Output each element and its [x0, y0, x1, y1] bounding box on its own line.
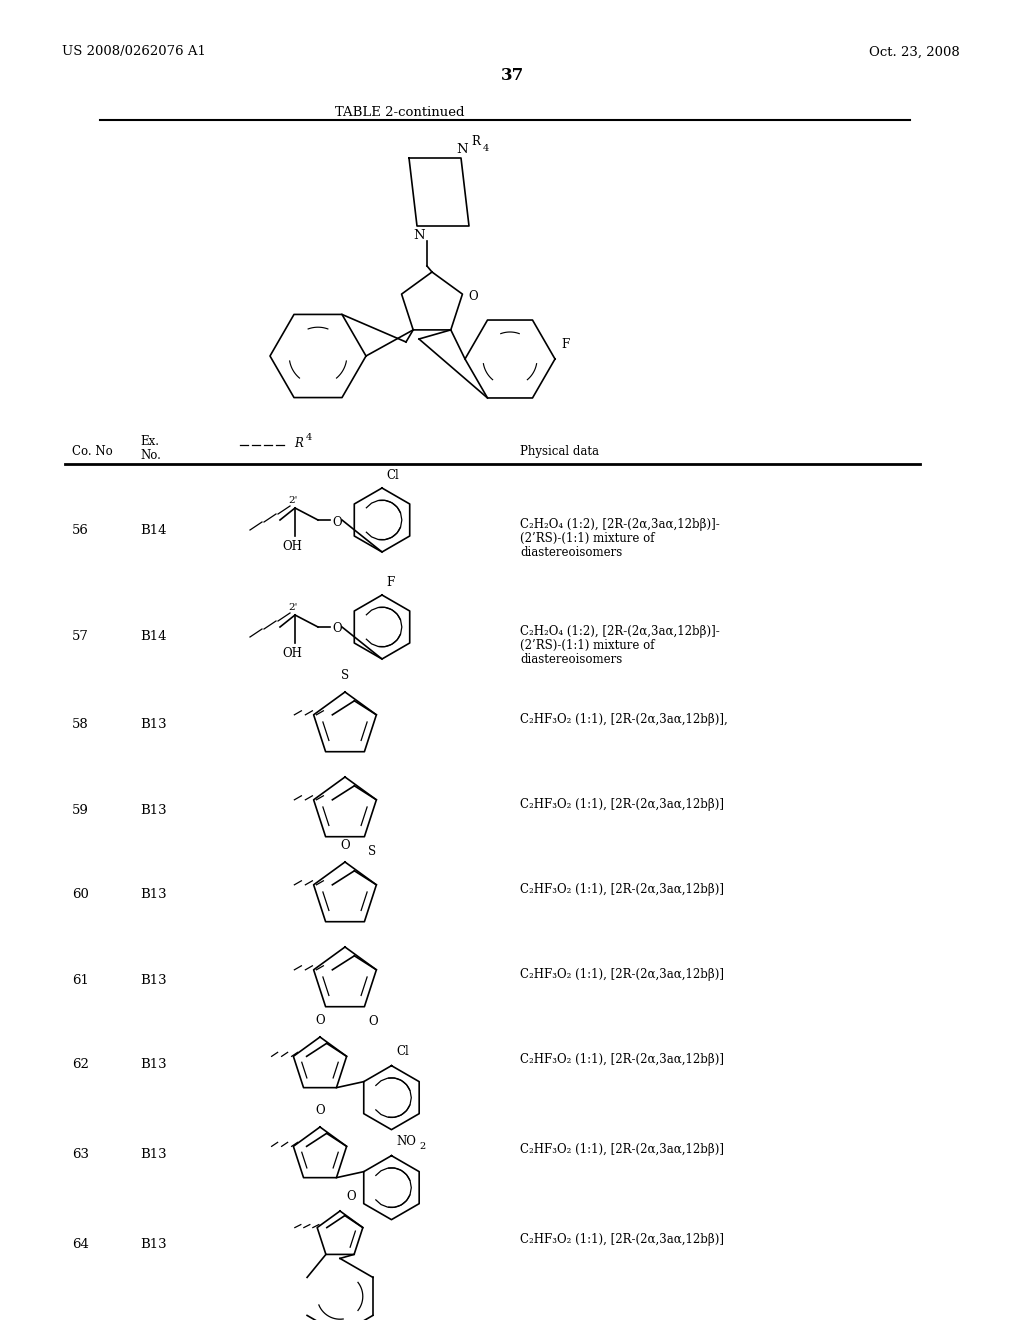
Text: OH: OH [282, 647, 302, 660]
Text: OH: OH [282, 540, 302, 553]
Text: 61: 61 [72, 974, 89, 986]
Text: B13: B13 [140, 1238, 167, 1251]
Text: N: N [414, 228, 425, 242]
Text: C₂HF₃O₂ (1:1), [2R-(2α,3aα,12bβ)]: C₂HF₃O₂ (1:1), [2R-(2α,3aα,12bβ)] [520, 968, 724, 981]
Text: 59: 59 [72, 804, 89, 817]
Text: 58: 58 [72, 718, 89, 731]
Text: B13: B13 [140, 804, 167, 817]
Text: (2’RS)-(1:1) mixture of: (2’RS)-(1:1) mixture of [520, 532, 654, 545]
Text: 60: 60 [72, 888, 89, 902]
Text: R: R [294, 437, 303, 450]
Text: US 2008/0262076 A1: US 2008/0262076 A1 [62, 45, 206, 58]
Text: C₂HF₃O₂ (1:1), [2R-(2α,3aα,12bβ)]: C₂HF₃O₂ (1:1), [2R-(2α,3aα,12bβ)] [520, 883, 724, 896]
Text: 64: 64 [72, 1238, 89, 1251]
Text: B13: B13 [140, 974, 167, 986]
Text: (2’RS)-(1:1) mixture of: (2’RS)-(1:1) mixture of [520, 639, 654, 652]
Text: 4: 4 [483, 144, 489, 153]
Text: diastereoisomers: diastereoisomers [520, 653, 623, 667]
Text: O: O [468, 289, 477, 302]
Text: O: O [315, 1014, 325, 1027]
Text: Oct. 23, 2008: Oct. 23, 2008 [869, 45, 961, 58]
Text: 4: 4 [306, 433, 312, 442]
Text: O: O [369, 1015, 378, 1028]
Text: B14: B14 [140, 631, 167, 644]
Text: R: R [471, 135, 480, 148]
Text: O: O [332, 516, 342, 528]
Text: C₂HF₃O₂ (1:1), [2R-(2α,3aα,12bβ)],: C₂HF₃O₂ (1:1), [2R-(2α,3aα,12bβ)], [520, 713, 728, 726]
Text: 2: 2 [420, 1142, 426, 1151]
Text: F: F [561, 338, 569, 351]
Text: C₂HF₃O₂ (1:1), [2R-(2α,3aα,12bβ)]: C₂HF₃O₂ (1:1), [2R-(2α,3aα,12bβ)] [520, 1143, 724, 1156]
Text: Cl: Cl [386, 469, 398, 482]
Text: F: F [386, 576, 394, 589]
Text: Ex.: Ex. [140, 436, 159, 447]
Text: 56: 56 [72, 524, 89, 536]
Text: C₂H₂O₄ (1:2), [2R-(2α,3aα,12bβ)]-: C₂H₂O₄ (1:2), [2R-(2α,3aα,12bβ)]- [520, 517, 720, 531]
Text: B13: B13 [140, 1059, 167, 1072]
Text: 62: 62 [72, 1059, 89, 1072]
Text: B14: B14 [140, 524, 167, 536]
Text: O: O [340, 840, 350, 851]
Text: Cl: Cl [396, 1044, 410, 1057]
Text: N: N [456, 143, 468, 156]
Text: B13: B13 [140, 888, 167, 902]
Text: O: O [332, 623, 342, 635]
Text: 57: 57 [72, 631, 89, 644]
Text: 63: 63 [72, 1148, 89, 1162]
Text: S: S [341, 669, 349, 682]
Text: 37: 37 [501, 66, 523, 83]
Text: C₂HF₃O₂ (1:1), [2R-(2α,3aα,12bβ)]: C₂HF₃O₂ (1:1), [2R-(2α,3aα,12bβ)] [520, 1233, 724, 1246]
Text: C₂HF₃O₂ (1:1), [2R-(2α,3aα,12bβ)]: C₂HF₃O₂ (1:1), [2R-(2α,3aα,12bβ)] [520, 1053, 724, 1067]
Text: C₂HF₃O₂ (1:1), [2R-(2α,3aα,12bβ)]: C₂HF₃O₂ (1:1), [2R-(2α,3aα,12bβ)] [520, 799, 724, 810]
Text: Co. No: Co. No [72, 445, 113, 458]
Text: TABLE 2-continued: TABLE 2-continued [335, 106, 465, 119]
Text: B13: B13 [140, 1148, 167, 1162]
Text: C₂H₂O₄ (1:2), [2R-(2α,3aα,12bβ)]-: C₂H₂O₄ (1:2), [2R-(2α,3aα,12bβ)]- [520, 624, 720, 638]
Text: O: O [346, 1191, 355, 1203]
Text: No.: No. [140, 449, 161, 462]
Text: 2': 2' [289, 603, 298, 612]
Text: NO: NO [396, 1135, 417, 1147]
Text: B13: B13 [140, 718, 167, 731]
Text: Physical data: Physical data [520, 445, 599, 458]
Text: diastereoisomers: diastereoisomers [520, 546, 623, 558]
Text: O: O [315, 1104, 325, 1117]
Text: S: S [369, 845, 377, 858]
Text: 2': 2' [289, 496, 298, 506]
